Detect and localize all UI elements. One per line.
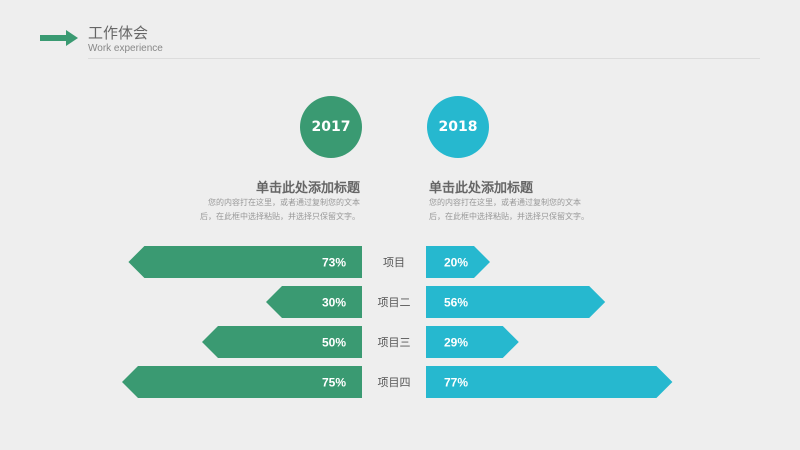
- bar-2017: [202, 326, 362, 358]
- left-desc-line2: 后，在此框中选择粘贴，并选择只保留文字。: [200, 212, 360, 221]
- data-label-2018: 20%: [444, 256, 468, 270]
- left-heading: 单击此处添加标题: [255, 181, 360, 196]
- right-desc-line2: 后，在此框中选择粘贴，并选择只保留文字。: [429, 212, 589, 221]
- bar-2018: [426, 246, 490, 278]
- bar-2017: [128, 246, 362, 278]
- category-label: 项目二: [378, 296, 411, 309]
- page-title: 工作体会: [88, 24, 149, 42]
- data-label-2017: 30%: [322, 296, 346, 310]
- data-label-2017: 75%: [322, 376, 346, 390]
- category-label: 项目四: [378, 376, 411, 389]
- bar-2018: [426, 286, 606, 318]
- arrow-right-icon: [40, 30, 78, 46]
- category-label: 项目: [383, 256, 405, 269]
- right-heading: 单击此处添加标题: [429, 181, 534, 196]
- bar-2017: [122, 366, 362, 398]
- year-circle-2017: 2017: [300, 96, 362, 158]
- header-divider: [88, 58, 760, 59]
- data-label-2017: 73%: [322, 256, 346, 270]
- data-label-2017: 50%: [322, 336, 346, 350]
- left-desc-line1: 您的内容打在这里，或者通过复制您的文本: [208, 198, 360, 207]
- year-circle-2018: 2018: [427, 96, 489, 158]
- page-subtitle: Work experience: [88, 43, 163, 54]
- data-label-2018: 77%: [444, 376, 468, 390]
- bar-2017: [266, 286, 362, 318]
- right-desc-line1: 您的内容打在这里，或者通过复制您的文本: [429, 198, 581, 207]
- data-label-2018: 29%: [444, 336, 468, 350]
- bar-2018: [426, 326, 519, 358]
- category-label: 项目三: [378, 336, 411, 349]
- bar-2018: [426, 366, 673, 398]
- data-label-2018: 56%: [444, 296, 468, 310]
